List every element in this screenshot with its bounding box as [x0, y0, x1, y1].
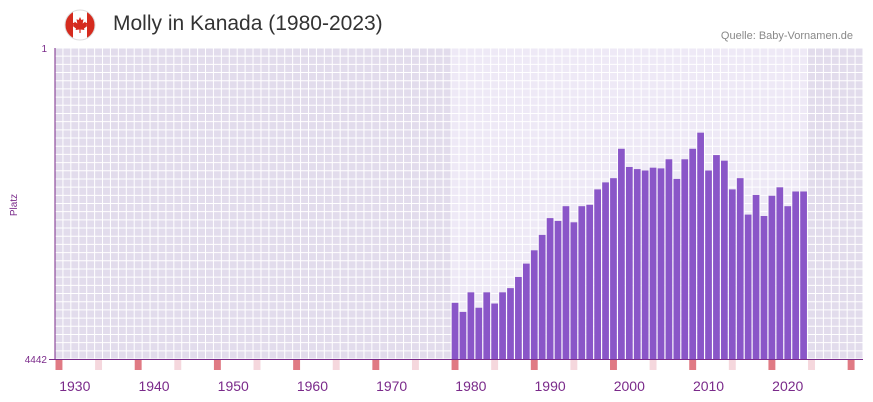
bar-2002[interactable]	[641, 170, 649, 359]
bar-1991[interactable]	[554, 220, 562, 359]
bar-1997[interactable]	[602, 182, 609, 359]
x-tick-label-1940: 1940	[138, 378, 169, 394]
bar-2011[interactable]	[713, 155, 720, 359]
x-tick-label-1950: 1950	[218, 378, 249, 394]
bar-1982[interactable]	[483, 292, 491, 359]
decade-marker-1948	[213, 360, 221, 370]
bar-1986[interactable]	[515, 276, 522, 359]
bar-2006[interactable]	[673, 178, 681, 359]
bar-1983[interactable]	[491, 303, 499, 359]
bar-2000[interactable]	[625, 166, 633, 359]
bar-1993[interactable]	[570, 222, 578, 359]
bar-1999[interactable]	[618, 148, 625, 359]
half-decade-marker-1963	[332, 360, 340, 370]
bar-1989[interactable]	[538, 234, 546, 359]
bar-1987[interactable]	[522, 263, 530, 359]
bar-1998[interactable]	[610, 178, 617, 359]
half-decade-marker-1993	[570, 360, 578, 370]
bar-2005[interactable]	[665, 159, 673, 359]
half-decade-marker-1933	[95, 360, 103, 370]
bar-2007[interactable]	[681, 159, 689, 359]
canada-flag-icon	[64, 9, 96, 41]
x-tick-label-1960: 1960	[297, 378, 328, 394]
half-decade-marker-2023	[808, 360, 815, 370]
half-decade-marker-2003	[649, 360, 657, 370]
x-tick-label-2020: 2020	[772, 378, 803, 394]
decade-marker-1978	[451, 360, 459, 370]
half-decade-marker-1953	[253, 360, 261, 370]
bar-2015[interactable]	[744, 214, 752, 359]
half-decade-marker-1983	[491, 360, 499, 370]
bar-2022[interactable]	[800, 191, 807, 359]
x-tick-label-1980: 1980	[455, 378, 486, 394]
bar-2009[interactable]	[697, 132, 704, 359]
bar-2018[interactable]	[768, 195, 776, 359]
bar-2004[interactable]	[657, 168, 665, 359]
y-axis-title: Platz	[9, 194, 20, 216]
decade-marker-1968	[372, 360, 380, 370]
bar-1990[interactable]	[546, 218, 554, 359]
half-decade-marker-1973	[411, 360, 419, 370]
decade-marker-1938	[134, 360, 142, 370]
x-tick-label-2010: 2010	[693, 378, 724, 394]
bar-2016[interactable]	[752, 194, 760, 359]
bar-1995[interactable]	[586, 204, 594, 359]
bar-1978[interactable]	[451, 302, 459, 359]
x-tick-label-1930: 1930	[59, 378, 90, 394]
x-tick-label-1990: 1990	[535, 378, 566, 394]
decade-marker-1988	[530, 360, 538, 370]
decade-marker-1998	[610, 360, 617, 370]
source-credit: Quelle: Baby-Vornamen.de	[720, 30, 853, 42]
bar-2013[interactable]	[728, 189, 736, 359]
decade-marker-1958	[293, 360, 301, 370]
bar-1996[interactable]	[594, 189, 601, 359]
half-decade-marker-2013	[728, 360, 736, 370]
decade-marker-2008	[689, 360, 697, 370]
bar-2008[interactable]	[689, 148, 697, 359]
bar-2003[interactable]	[649, 167, 657, 359]
bar-1988[interactable]	[530, 250, 538, 359]
bar-1992[interactable]	[562, 206, 570, 359]
y-tick-label-top: 1	[41, 44, 47, 55]
bar-1980[interactable]	[467, 292, 475, 359]
half-decade-marker-1943	[174, 360, 182, 370]
y-tick-label-bottom: 4442	[25, 355, 48, 366]
bar-1994[interactable]	[578, 206, 586, 359]
bar-2021[interactable]	[792, 191, 800, 359]
bar-1981[interactable]	[475, 307, 483, 359]
decade-marker-2028	[847, 360, 855, 370]
bar-1979[interactable]	[459, 311, 467, 359]
x-tick-label-2000: 2000	[614, 378, 645, 394]
bar-2019[interactable]	[776, 187, 784, 359]
decade-marker-2018	[768, 360, 776, 370]
x-tick-label-1970: 1970	[376, 378, 407, 394]
bar-2010[interactable]	[705, 170, 712, 359]
bar-1984[interactable]	[499, 292, 506, 359]
bar-2012[interactable]	[721, 160, 728, 359]
bar-2014[interactable]	[736, 178, 744, 359]
bar-2017[interactable]	[760, 216, 768, 359]
bar-2001[interactable]	[633, 169, 641, 359]
bar-2020[interactable]	[784, 206, 792, 359]
chart-title: Molly in Kanada (1980-2023)	[113, 12, 383, 35]
decade-marker-1928	[55, 360, 63, 370]
bar-1985[interactable]	[507, 288, 514, 359]
